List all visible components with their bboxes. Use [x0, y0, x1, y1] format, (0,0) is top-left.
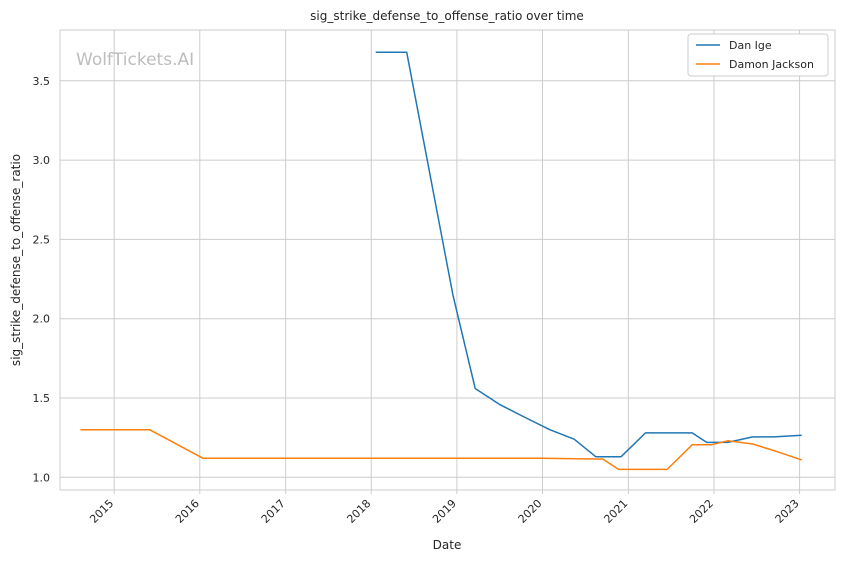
- y-tick-label: 1.0: [33, 471, 51, 484]
- y-tick-label: 2.0: [33, 313, 51, 326]
- y-ticks: 1.0 1.5 2.0 2.5 3.0 3.5: [33, 75, 51, 485]
- watermark: WolfTickets.AI: [76, 50, 194, 70]
- y-axis-label: sig_strike_defense_to_offense_ratio: [9, 154, 23, 366]
- x-tick-label: 2016: [173, 497, 202, 526]
- series-layer: [80, 51, 802, 471]
- grid: [60, 30, 835, 490]
- y-tick-label: 3.0: [33, 154, 51, 167]
- legend-frame: [687, 33, 829, 77]
- x-tick-label: 2021: [601, 497, 630, 526]
- x-axis-label: Date: [433, 538, 462, 552]
- x-tick-label: 2019: [430, 497, 459, 526]
- x-tick-label: 2020: [516, 497, 545, 526]
- x-tick-label: 2022: [687, 497, 716, 526]
- x-ticks: 2015 2016 2017 2018 2019 2020 2021 2022 2023: [87, 490, 802, 526]
- legend: Dan Ige Damon Jackson: [687, 33, 829, 77]
- y-tick-label: 2.5: [33, 233, 51, 246]
- legend-label-damon-jackson: Damon Jackson: [729, 58, 814, 71]
- chart-title: sig_strike_defense_to_offense_ratio over…: [310, 9, 584, 23]
- plot-frame: [59, 29, 836, 491]
- y-tick-label: 3.5: [33, 75, 51, 88]
- x-tick-label: 2017: [259, 497, 288, 526]
- x-tick-label: 2018: [344, 497, 373, 526]
- series-line-dan-ige: [375, 51, 802, 458]
- y-tick-label: 1.5: [33, 392, 51, 405]
- series-line-damon-jackson: [80, 428, 802, 471]
- legend-label-dan-ige: Dan Ige: [729, 39, 772, 52]
- x-tick-label: 2023: [773, 497, 802, 526]
- x-tick-label: 2015: [87, 497, 116, 526]
